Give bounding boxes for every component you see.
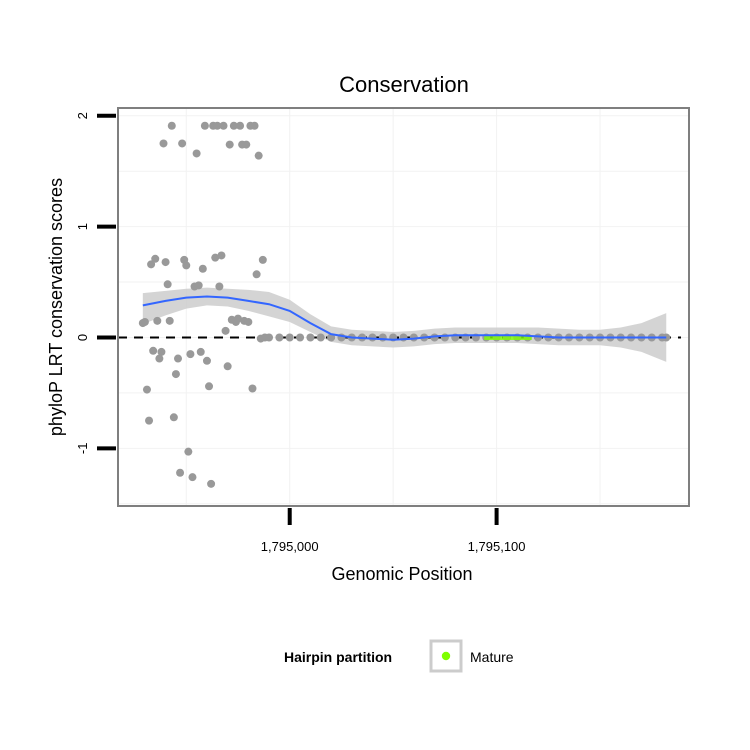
- x-tick-label: 1,795,100: [468, 539, 526, 554]
- data-point: [258, 255, 267, 264]
- data-point: [140, 317, 149, 326]
- smooth-line-layer: [142, 295, 667, 341]
- data-point: [192, 149, 201, 158]
- data-point: [153, 316, 162, 325]
- data-point: [211, 253, 220, 262]
- y-tick-label: -1: [75, 443, 90, 455]
- data-point: [167, 121, 176, 130]
- data-point: [173, 354, 182, 363]
- x-tick-label: 1,795,000: [261, 539, 319, 554]
- data-point: [219, 121, 228, 130]
- data-point: [188, 473, 197, 482]
- y-tick-label: 2: [75, 112, 90, 119]
- data-point: [151, 254, 160, 263]
- data-point: [157, 347, 166, 356]
- data-point: [186, 350, 195, 359]
- data-point: [285, 333, 294, 342]
- data-point: [252, 270, 261, 279]
- data-point: [161, 258, 170, 267]
- data-point: [223, 362, 232, 371]
- data-point: [306, 333, 315, 342]
- data-point: [182, 261, 191, 270]
- data-point: [176, 468, 185, 477]
- data-point: [194, 281, 203, 290]
- data-point: [215, 282, 224, 291]
- points-layer: [138, 121, 671, 488]
- data-point: [165, 316, 174, 325]
- data-point: [221, 326, 230, 335]
- data-point: [171, 370, 180, 379]
- y-tick-label: 1: [75, 223, 90, 230]
- data-point: [147, 260, 156, 269]
- legend-label-mature: Mature: [470, 649, 514, 665]
- data-point: [155, 354, 164, 363]
- y-axis-label: phyloP LRT conservation scores: [46, 178, 66, 436]
- data-point: [265, 333, 274, 342]
- data-point: [163, 280, 172, 289]
- data-point: [316, 333, 325, 342]
- data-point: [200, 121, 209, 130]
- y-tick-label: 0: [75, 334, 90, 341]
- data-point: [275, 333, 284, 342]
- data-point: [236, 121, 245, 130]
- legend: Hairpin partition Mature: [284, 639, 514, 673]
- data-point: [145, 416, 154, 425]
- data-point: [242, 140, 251, 149]
- data-point: [196, 347, 205, 356]
- chart-title: Conservation: [339, 72, 469, 97]
- data-point: [296, 333, 305, 342]
- data-point: [225, 140, 234, 149]
- data-point: [213, 121, 222, 130]
- y-axis: -1 0 1 2: [75, 112, 116, 454]
- data-point: [250, 121, 259, 130]
- data-point: [169, 413, 178, 422]
- data-point: [159, 139, 168, 148]
- data-point: [248, 384, 257, 393]
- x-axis-label: Genomic Position: [331, 564, 472, 584]
- data-point: [233, 314, 242, 323]
- legend-mature-swatch: [441, 651, 451, 661]
- data-point: [217, 251, 226, 260]
- plot-panel: [118, 108, 689, 506]
- smooth-trend-line: [142, 295, 667, 341]
- data-point: [142, 385, 151, 394]
- plot-border: [117, 107, 690, 507]
- data-point: [198, 264, 207, 273]
- data-point: [229, 121, 238, 130]
- data-point: [149, 346, 158, 355]
- x-axis: 1,795,000 1,795,100: [261, 508, 526, 554]
- data-point: [254, 151, 263, 160]
- data-point: [184, 447, 193, 456]
- data-point: [207, 479, 216, 488]
- data-point: [202, 356, 211, 365]
- data-point: [178, 139, 187, 148]
- legend-title: Hairpin partition: [284, 649, 392, 665]
- plot-area: [117, 107, 690, 507]
- data-point: [205, 382, 214, 391]
- data-point: [244, 317, 253, 326]
